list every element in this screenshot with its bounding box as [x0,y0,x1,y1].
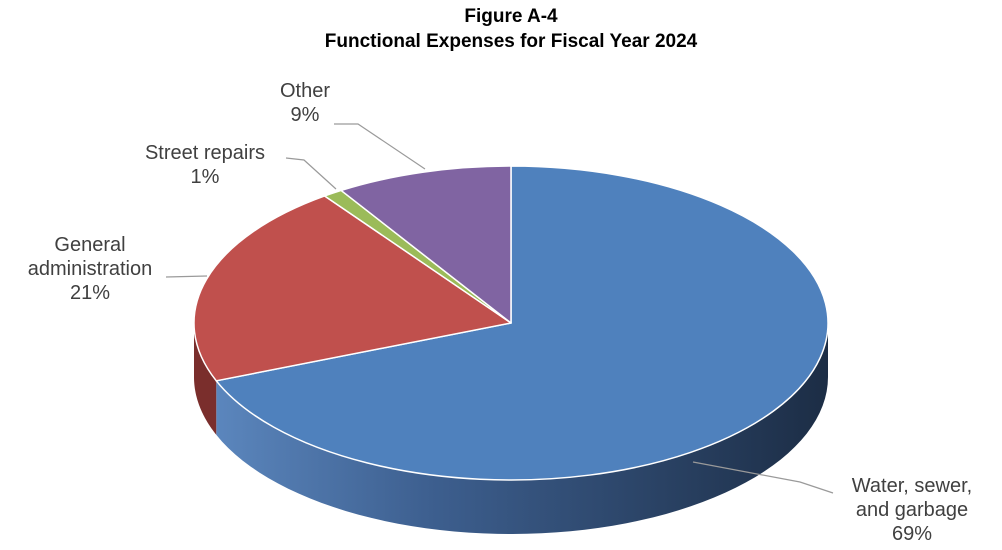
slice-category-label-0: and garbage [856,499,968,521]
slice-percent-label-2: 1% [191,166,220,188]
slice-category-label-1: General [54,234,125,256]
slice-category-label-1: administration [28,258,153,280]
slice-category-label-2: Street repairs [145,142,265,164]
slice-category-label-3: Other [280,80,330,102]
chart-title: Figure A-4 [464,6,558,27]
slice-category-label-0: Water, sewer, [852,475,972,497]
slice-percent-label-0: 69% [892,523,932,545]
leader-line-3 [334,124,425,169]
pie-slices [194,166,828,480]
slice-percent-label-3: 9% [291,104,320,126]
leader-line-1 [166,276,207,277]
leader-line-2 [286,158,336,189]
slice-percent-label-1: 21% [70,282,110,304]
chart-subtitle: Functional Expenses for Fiscal Year 2024 [325,31,698,52]
